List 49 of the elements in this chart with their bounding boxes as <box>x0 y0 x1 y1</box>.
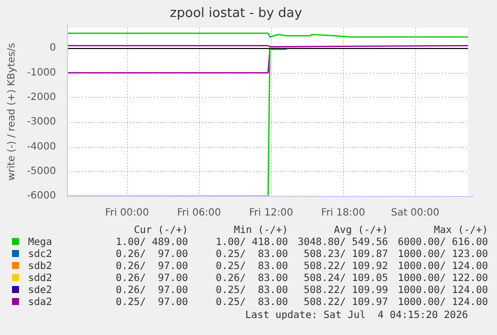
text: 0.25/ 83.00 <box>214 260 288 272</box>
text: 508.22/ 109.97 <box>302 296 388 308</box>
text: 508.24/ 109.05 <box>302 272 388 284</box>
text: 1.00/ 418.00 <box>214 236 288 248</box>
x-tick-label: Fri 18:00 <box>321 208 366 219</box>
chart-title: zpool iostat - by day <box>170 6 302 22</box>
legend-label: sda2 <box>27 296 54 308</box>
text: 1000.00/ 124.00 <box>396 284 488 296</box>
text: 508.22/ 109.99 <box>302 284 388 296</box>
x-tick-label: Sat 00:00 <box>390 208 440 219</box>
x-tick-label: Fri 06:00 <box>177 208 222 219</box>
y-tick-label: -3000 <box>26 116 56 128</box>
text: 1000.00/ 124.00 <box>396 260 488 272</box>
text: 0.25/ 83.00 <box>214 296 288 308</box>
text: 1.00/ 489.00 <box>114 236 188 248</box>
text: 0.26/ 97.00 <box>114 248 188 260</box>
text: 0.26/ 97.00 <box>114 260 188 272</box>
y-axis-title: write (-) / read (+) KBytes/s <box>6 42 18 181</box>
y-tick-label: -1000 <box>26 67 56 78</box>
text: 1000.00/ 124.00 <box>396 296 488 308</box>
y-tick-label: -6000 <box>26 190 56 202</box>
legend-label: sde2 <box>27 284 54 296</box>
text: 6000.00/ 616.00 <box>396 236 488 248</box>
text: 1000.00/ 122.00 <box>396 272 488 284</box>
text: 1000.00/ 123.00 <box>396 248 488 260</box>
legend-label: Mega <box>27 236 54 248</box>
text: 0.26/ 97.00 <box>114 284 188 296</box>
text: 0.26/ 97.00 <box>114 272 188 284</box>
text: 0.25/ 97.00 <box>114 296 188 308</box>
text: 0.25/ 83.00 <box>214 248 288 260</box>
text: Last update: Sat Jul 4 04:15:20 2026 <box>245 310 468 321</box>
legend-label: sdd2 <box>27 272 54 284</box>
legend-label: sdb2 <box>27 260 54 272</box>
y-tick-label: -5000 <box>26 166 56 177</box>
text: 0.25/ 83.00 <box>214 284 288 296</box>
text: Min (-/+) <box>232 224 288 236</box>
y-tick-label: -4000 <box>26 141 56 152</box>
text: 3048.80/ 549.56 <box>296 236 388 248</box>
x-tick-label: Fri 12:00 <box>249 208 294 219</box>
y-tick-label: -2000 <box>26 92 56 103</box>
legend-label: sdc2 <box>27 248 54 260</box>
y-tick-label: 0 <box>50 42 56 54</box>
text: 0.26/ 83.00 <box>214 272 288 284</box>
text: Max (-/+) <box>432 224 488 236</box>
text: 508.23/ 109.87 <box>302 248 388 260</box>
text: Avg (-/+) <box>332 224 388 236</box>
x-tick-label: Fri 00:00 <box>105 208 149 219</box>
text: Cur (-/+) <box>132 224 188 236</box>
text: 508.22/ 109.92 <box>302 260 388 272</box>
